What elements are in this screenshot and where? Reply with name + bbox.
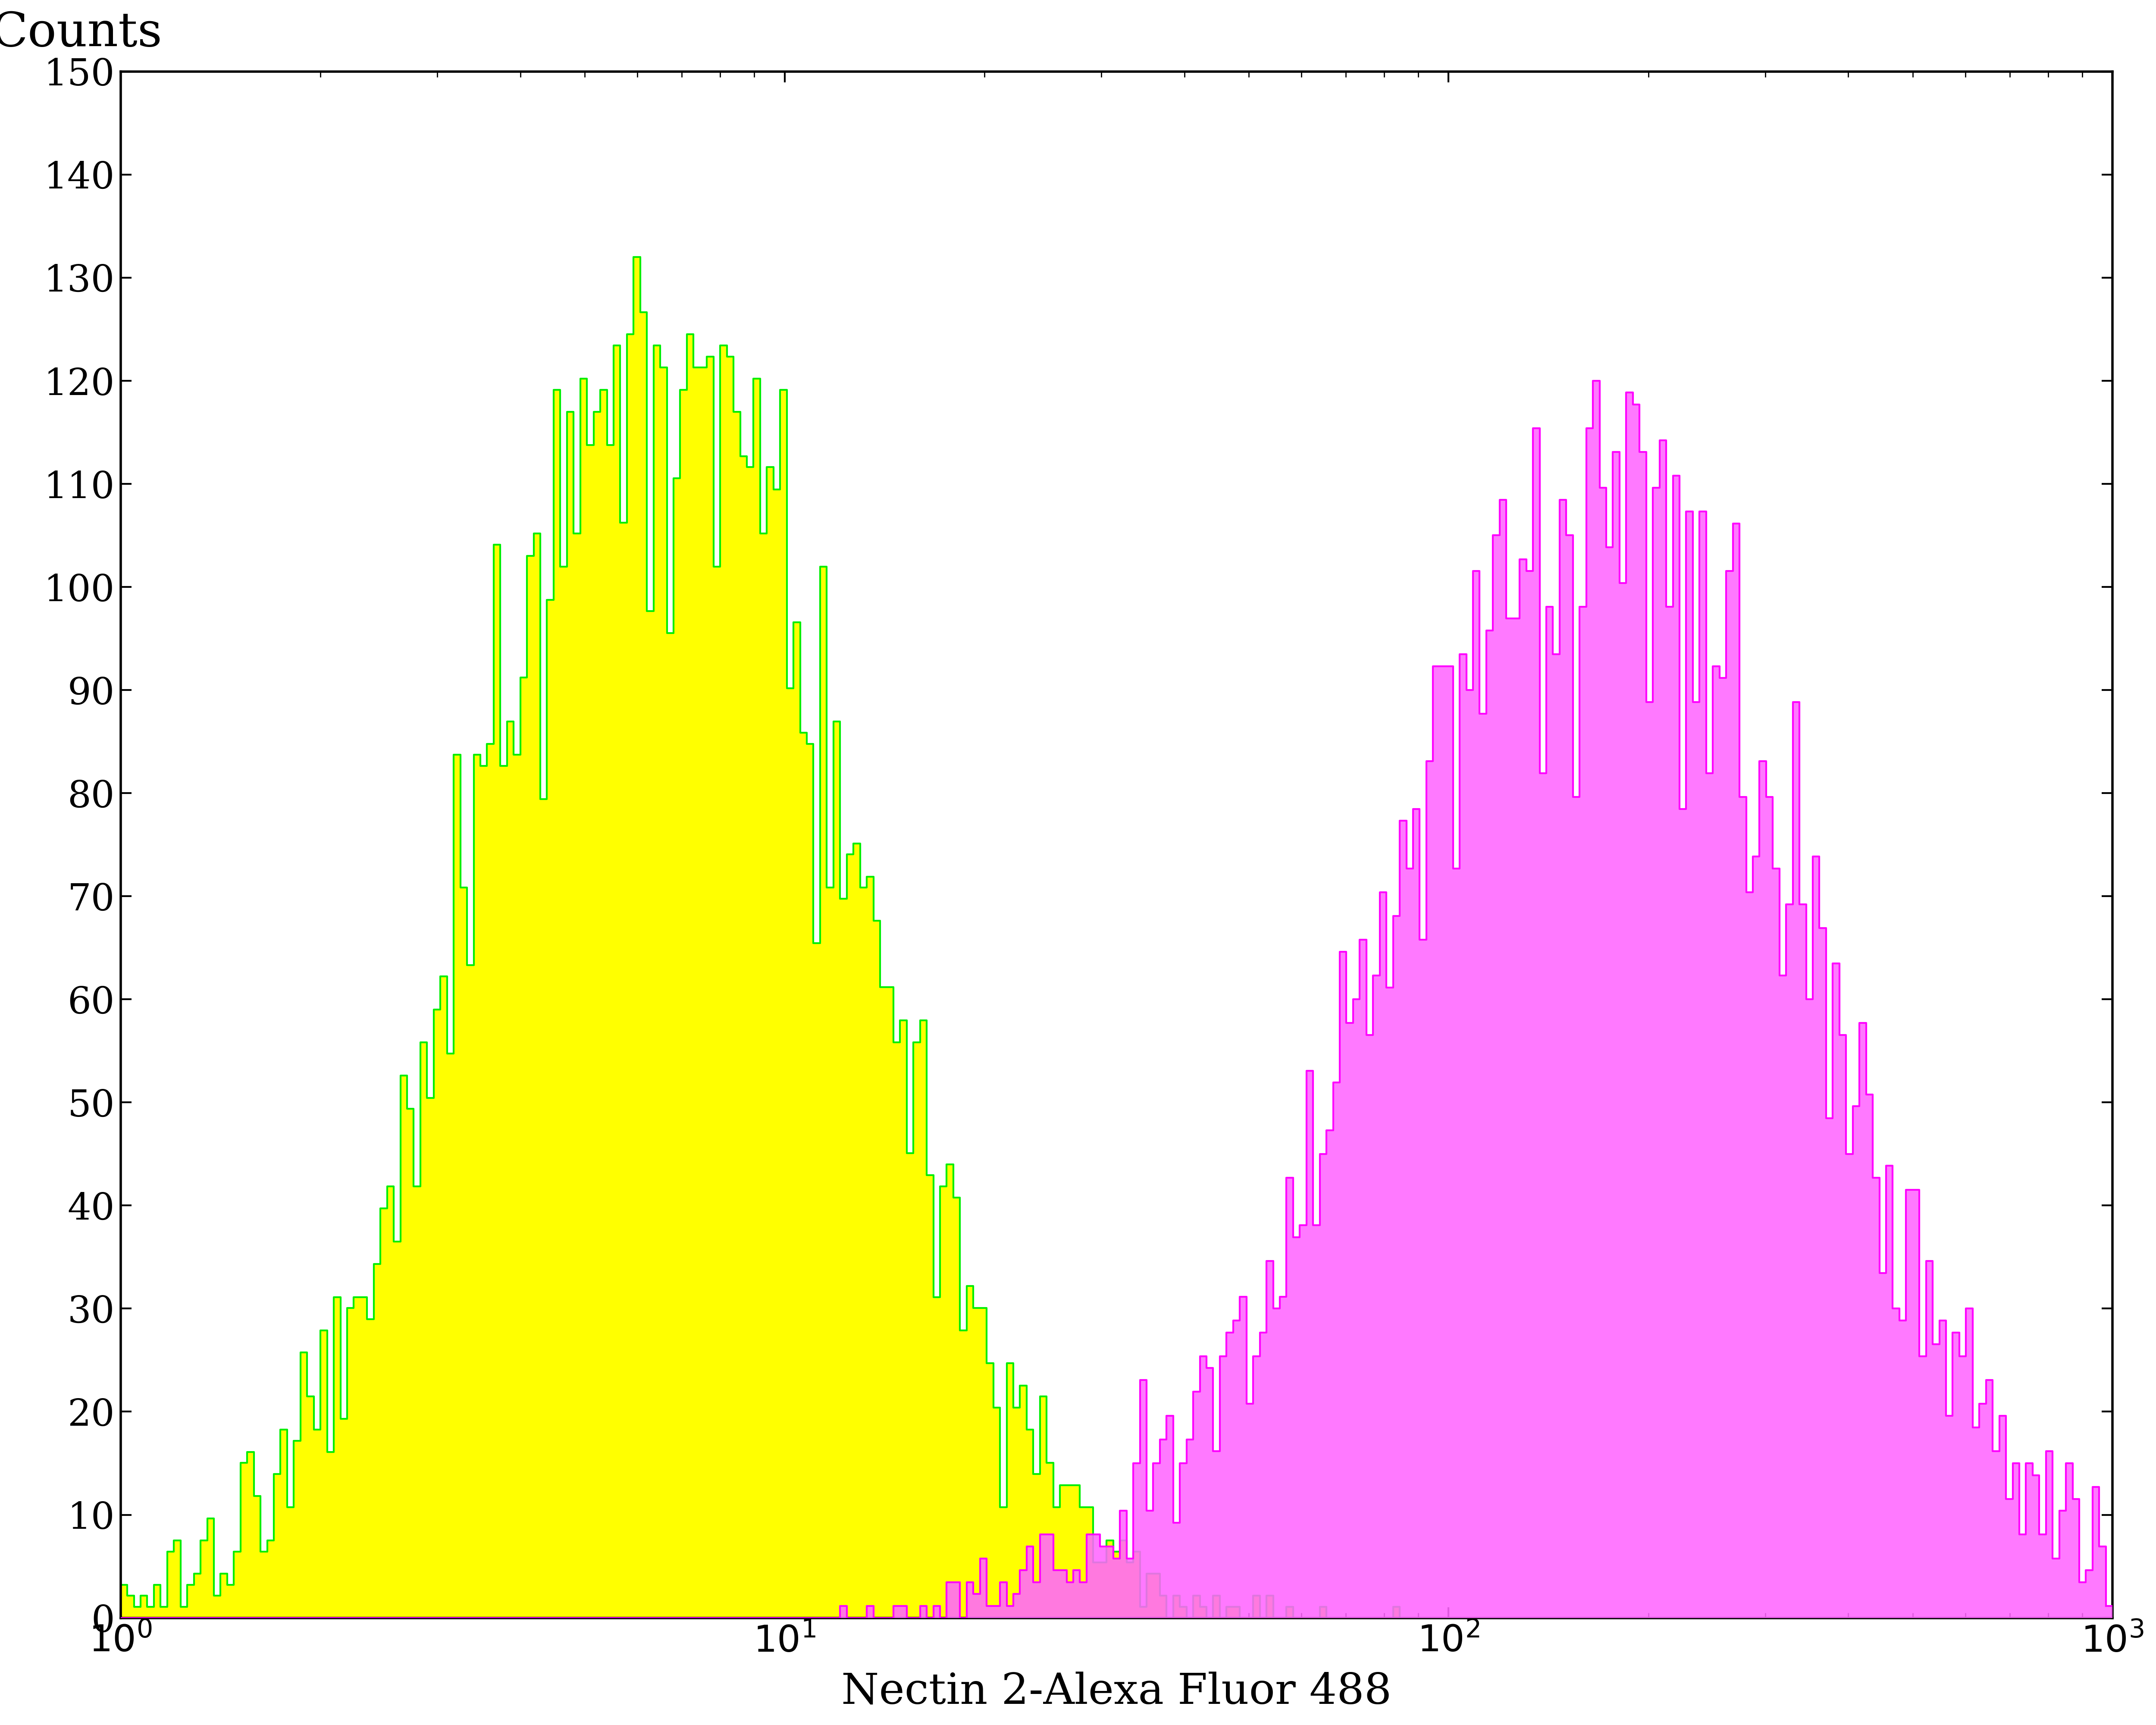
Text: Counts: Counts [0, 10, 162, 55]
X-axis label: Nectin 2-Alexa Fluor 488: Nectin 2-Alexa Fluor 488 [841, 1672, 1393, 1713]
Polygon shape [121, 381, 2113, 1618]
Polygon shape [121, 257, 2113, 1618]
